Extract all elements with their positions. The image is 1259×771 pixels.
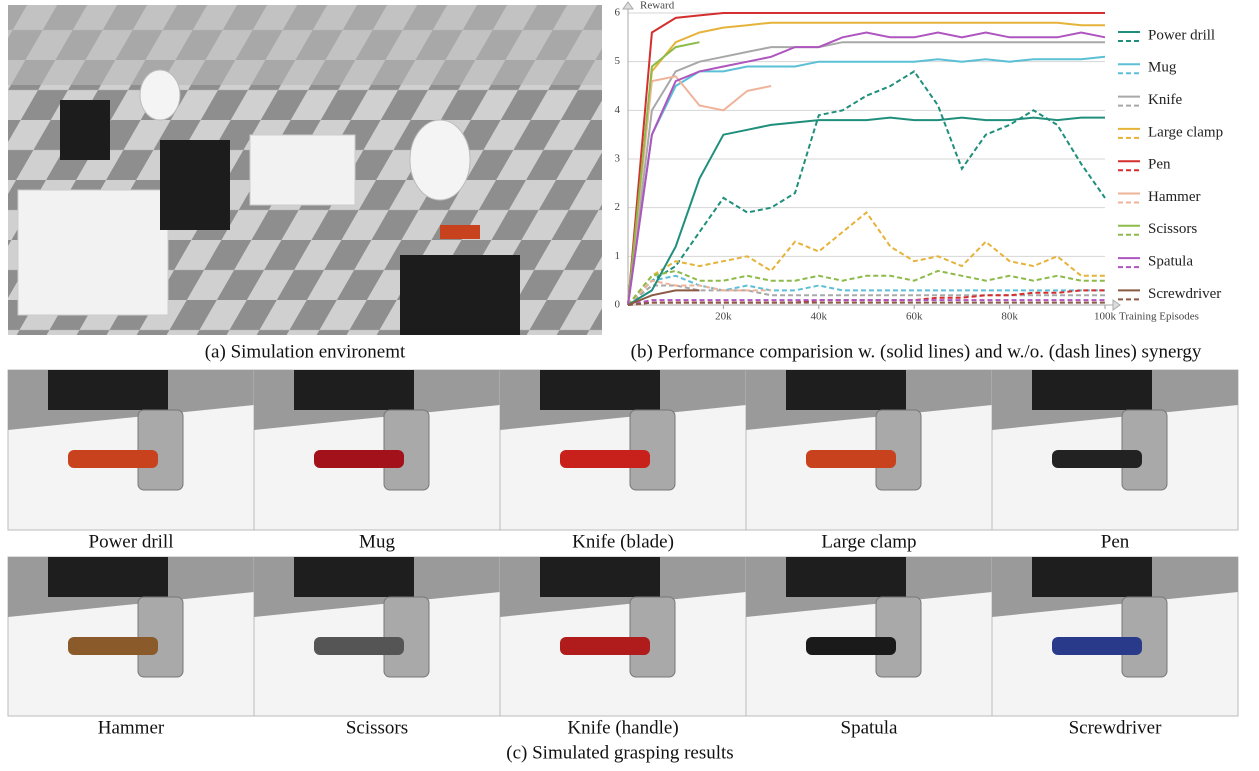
grasp-robot-base <box>786 370 906 410</box>
grasp-object <box>314 450 404 468</box>
grasp-label: Pen <box>1101 531 1130 552</box>
figure-canvas: (a) Simulation environemt (b) Performanc… <box>0 0 1259 771</box>
line-without-synergy <box>628 290 1105 305</box>
y-axis-label: Reward <box>640 0 675 12</box>
grasp-robot-base <box>540 557 660 597</box>
grasp-robot-base <box>540 370 660 410</box>
grasp-object <box>1052 450 1142 468</box>
legend-label: Large clamp <box>1148 124 1223 140</box>
legend-label: Spatula <box>1148 254 1193 270</box>
x-tick-label: 20k <box>715 311 732 323</box>
grasp-label: Screwdriver <box>1069 717 1163 738</box>
grasp-label: Knife (handle) <box>567 717 678 738</box>
caption: (a) Simulation environemt <box>205 341 406 362</box>
chart: 0 1 2 3 4 5 6 20k 40k 60k 80k 100k Reward Training Ep… <box>615 0 1224 323</box>
legend-label: Screwdriver <box>1148 286 1221 302</box>
grasp-robot-base <box>1032 370 1152 410</box>
grasp-label: Hammer <box>98 717 165 738</box>
line-with-synergy <box>628 33 1105 306</box>
y-tick-label: 1 <box>615 250 621 262</box>
grasp-label: Large clamp <box>821 531 916 552</box>
caption: (c) Simulated grasping results <box>506 742 733 763</box>
grasp-object <box>68 450 158 468</box>
x-tick-label: 60k <box>906 311 923 323</box>
grasp-robot-base <box>1032 557 1152 597</box>
legend-label: Mug <box>1148 60 1177 76</box>
grasp-label: Scissors <box>346 717 408 738</box>
grasp-object <box>68 637 158 655</box>
legend-label: Knife <box>1148 92 1182 108</box>
y-tick-label: 0 <box>615 299 621 311</box>
y-tick-label: 6 <box>615 7 621 19</box>
grasp-object <box>560 637 650 655</box>
grasp-label: Spatula <box>841 717 899 738</box>
grasp-robot-base <box>48 370 168 410</box>
grasp-grid: Power drill Mug Knife (blade) Large clamp Pe… <box>8 370 1238 738</box>
grasp-object <box>806 450 896 468</box>
grasp-robot-base <box>294 370 414 410</box>
grasp-robot-base <box>48 557 168 597</box>
x-tick-label: 80k <box>1001 311 1018 323</box>
grasp-robot-base <box>786 557 906 597</box>
line-without-synergy <box>628 286 1105 306</box>
grasp-object <box>560 450 650 468</box>
legend-label: Hammer <box>1148 189 1200 205</box>
grasp-label: Knife (blade) <box>572 531 674 552</box>
grasp-label: Power drill <box>89 531 174 552</box>
y-tick-label: 5 <box>615 55 621 67</box>
y-tick-label: 2 <box>615 201 621 213</box>
y-tick-label: 4 <box>615 104 621 116</box>
x-tick-label: 40k <box>811 311 828 323</box>
grasp-robot-base <box>294 557 414 597</box>
grasp-object <box>806 637 896 655</box>
simulation-image <box>8 5 602 335</box>
line-without-synergy <box>628 300 1105 305</box>
legend-label: Scissors <box>1148 221 1197 237</box>
caption: (b) Performance comparision w. (solid li… <box>631 341 1202 362</box>
line-with-synergy <box>628 23 1105 305</box>
grasp-object <box>1052 637 1142 655</box>
grasp-label: Mug <box>359 531 395 552</box>
x-axis-label: Training Episodes <box>1119 311 1199 323</box>
y-tick-label: 3 <box>615 153 621 165</box>
legend-label: Power drill <box>1148 27 1215 43</box>
x-axis-arrow <box>1113 300 1120 310</box>
grasp-object <box>314 637 404 655</box>
y-axis-arrow <box>623 2 633 9</box>
figure: (a) Simulation environemt (b) Performanc… <box>0 0 1259 771</box>
x-tick-label: 100k <box>1094 311 1117 323</box>
legend-label: Pen <box>1148 157 1171 173</box>
